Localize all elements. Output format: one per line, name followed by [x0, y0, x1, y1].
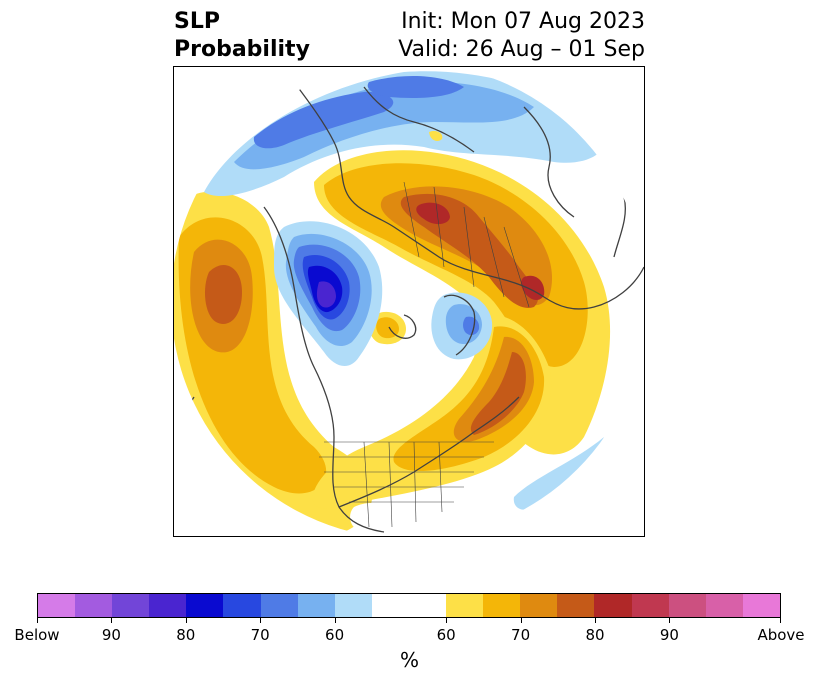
valid-range-label: Valid: 26 Aug – 01 Sep: [398, 37, 645, 62]
colorbar-tick-label: 80: [176, 626, 196, 644]
colorbar-swatch-above: [446, 594, 484, 617]
political-borders: [319, 181, 530, 528]
colorbar-swatch-below: [260, 594, 298, 617]
colorbar-tick-label: 90: [659, 626, 679, 644]
colorbar-swatch-below: [112, 594, 150, 617]
colorbar-tick-label: 90: [101, 626, 121, 644]
colorbar-swatch-above: [742, 594, 780, 617]
colorbar-swatch-below: [75, 594, 113, 617]
probability-map: [174, 67, 644, 536]
colorbar-swatch-above: [705, 594, 743, 617]
colorbar-tick-mark: [520, 618, 522, 623]
atlantic-above-region: [312, 311, 552, 509]
colorbar-tick-mark: [37, 618, 38, 623]
colorbar-swatch-below: [38, 594, 76, 617]
colorbar-swatch-above: [594, 594, 632, 617]
colorbar-tick-label: 70: [250, 626, 270, 644]
colorbar-tick-mark: [669, 618, 671, 623]
title-product: Probability: [174, 37, 310, 62]
colorbar-swatch-above: [557, 594, 595, 617]
init-date-label: Init: Mon 07 Aug 2023: [401, 9, 645, 34]
colorbar-tick-label: Above: [757, 626, 805, 644]
colorbar-tick-label: 60: [325, 626, 345, 644]
colorbar-swatch-above: [520, 594, 558, 617]
coastlines: [187, 81, 644, 533]
colorbar-tick-label: 70: [511, 626, 531, 644]
colorbar-swatch-below: [223, 594, 261, 617]
greenland-below-region: [431, 292, 493, 360]
colorbar-swatch-below: [334, 594, 372, 617]
colorbar-tick-mark: [185, 618, 187, 623]
colorbar-tick-mark: [446, 618, 448, 623]
colorbar-swatch-below: [186, 594, 224, 617]
colorbar-swatch-below: [297, 594, 335, 617]
colorbar-tick-label: Below: [14, 626, 60, 644]
colorbar-unit-label: %: [399, 648, 419, 672]
colorbar-swatch-below: [149, 594, 187, 617]
colorbar-swatch-above: [631, 594, 669, 617]
colorbar-tick-mark: [595, 618, 596, 623]
map-title: SLP Probability: [174, 8, 310, 64]
arctic-below-region: [204, 71, 607, 197]
colorbar-swatch-neutral: [371, 594, 447, 617]
north-america-below-region: [274, 221, 383, 367]
map-panel: [173, 66, 645, 537]
colorbar-swatch-above: [668, 594, 706, 617]
map-dates: Init: Mon 07 Aug 2023 Valid: 26 Aug – 01…: [398, 8, 645, 64]
colorbar-tick-mark: [334, 618, 336, 623]
colorbar: [37, 593, 781, 618]
colorbar-tick-mark: [111, 618, 113, 623]
colorbar-tick-label: 60: [436, 626, 456, 644]
pacific-above-region: [174, 191, 373, 536]
colorbar-tick-label: 80: [585, 626, 605, 644]
colorbar-swatch-above: [483, 594, 521, 617]
colorbar-tick-mark: [780, 618, 781, 623]
colorbar-tick-mark: [260, 618, 262, 623]
title-variable: SLP: [174, 9, 220, 34]
